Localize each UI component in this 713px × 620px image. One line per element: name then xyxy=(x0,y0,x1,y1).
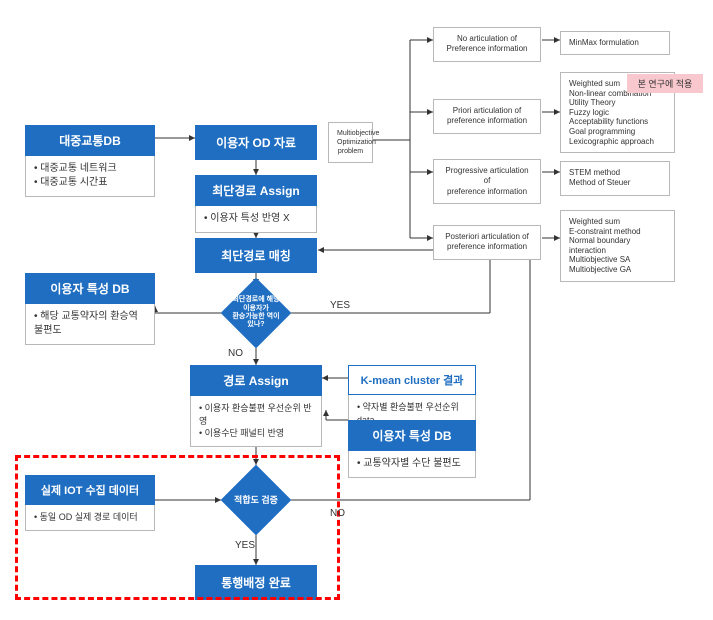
node-transit-db: 대중교통DB • 대중교통 네트워크 • 대중교통 시간표 xyxy=(25,125,155,197)
node-user-od: 이용자 OD 자료 xyxy=(195,125,317,160)
label-yes-2: YES xyxy=(235,540,255,551)
highlight-applied-label: 본 연구에 적용 xyxy=(627,74,703,93)
header-user-char-db: 이용자 특성 DB xyxy=(25,273,155,304)
node-user-char-db-right: 이용자 특성 DB • 교통약자별 수단 불편도 xyxy=(348,420,476,478)
node-moo-priori: Priori articulation of preference inform… xyxy=(433,99,541,134)
node-route-assign: 경로 Assign • 이용자 환승불편 우선순위 반영 • 이용수단 패널티 … xyxy=(190,365,322,447)
header-route-assign: 경로 Assign xyxy=(190,365,322,396)
node-moo-noart: No articulation of Preference informatio… xyxy=(433,27,541,62)
node-moo-post-list: Weighted sum E-constraint method Normal … xyxy=(560,210,675,282)
node-shortest-match: 최단경로 매칭 xyxy=(195,238,317,273)
label-no-1: NO xyxy=(228,348,243,359)
label-no-2: NO xyxy=(330,508,345,519)
header-user-char-db2: 이용자 특성 DB xyxy=(348,420,476,451)
node-moo-stem: STEM method Method of Steuer xyxy=(560,161,670,196)
body-user-char-db2: • 교통약자별 수단 불편도 xyxy=(348,451,476,478)
node-moo-post: Posteriori articulation of preference in… xyxy=(433,225,541,260)
flowchart-canvas: 대중교통DB • 대중교통 네트워크 • 대중교통 시간표 이용자 OD 자료 … xyxy=(10,10,703,610)
decision-transfer-station: 최단경로에 해당 이용자가 환승가능한 역이 있나? xyxy=(221,278,291,348)
node-moo-prog: Progressive articulation of preference i… xyxy=(433,159,541,204)
header-transit-db: 대중교통DB xyxy=(25,125,155,156)
node-user-char-db-left: 이용자 특성 DB • 해당 교통약자의 환승역 불편도 xyxy=(25,273,155,345)
dashed-highlight-region xyxy=(15,455,340,600)
label-yes-1: YES xyxy=(330,300,350,311)
body-user-char-db: • 해당 교통약자의 환승역 불편도 xyxy=(25,304,155,345)
body-transit-db: • 대중교통 네트워크 • 대중교통 시간표 xyxy=(25,156,155,197)
header-shortest-assign: 최단경로 Assign xyxy=(195,175,317,206)
node-moo-root: Multiobjective Optimization problem xyxy=(328,122,373,163)
node-shortest-assign: 최단경로 Assign • 이용자 특성 반영 X xyxy=(195,175,317,233)
node-moo-minmax: MinMax formulation xyxy=(560,31,670,55)
body-route-assign: • 이용자 환승불편 우선순위 반영 • 이용수단 패널티 반영 xyxy=(190,396,322,447)
header-kmean: K-mean cluster 결과 xyxy=(348,365,476,395)
body-shortest-assign: • 이용자 특성 반영 X xyxy=(195,206,317,233)
